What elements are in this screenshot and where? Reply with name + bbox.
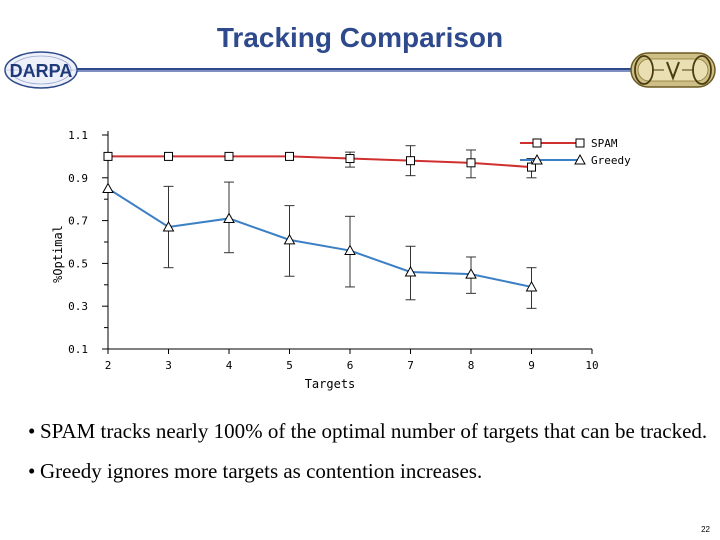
y-tick-label: 0.5 bbox=[68, 257, 88, 270]
series-line-greedy bbox=[107, 187, 532, 288]
data-point-square bbox=[532, 138, 542, 148]
page-number: 22 bbox=[701, 525, 710, 534]
series-line-spam bbox=[108, 155, 532, 169]
y-tick-label: 0.7 bbox=[68, 215, 88, 228]
bullet-item: • Greedy ignores more targets as content… bbox=[28, 458, 708, 484]
bullet-marker: • bbox=[28, 419, 36, 443]
title-rule bbox=[70, 68, 638, 72]
data-point-square bbox=[224, 151, 234, 161]
legend-label: SPAM bbox=[591, 137, 618, 150]
data-point-triangle bbox=[283, 233, 296, 245]
data-point-triangle bbox=[102, 182, 114, 193]
tracking-chart: 1.1 0.9 0.7 0.5 0.3 0.1 2 3 4 5 6 7 8 9 10 Targets %Opti… bbox=[51, 129, 631, 391]
data-point-square bbox=[527, 162, 536, 172]
data-point-triangle bbox=[404, 265, 417, 277]
bullet-marker: • bbox=[28, 458, 36, 483]
bullet-item: • SPAM tracks nearly 100% of the optimal… bbox=[28, 419, 708, 444]
slide-title: Tracking Comparison bbox=[216, 22, 504, 53]
bullet-text: SPAM tracks nearly 100% of the optimal n… bbox=[40, 419, 708, 443]
x-tick-label: 2 bbox=[105, 359, 112, 372]
y-tick-label: 1.1 bbox=[68, 129, 88, 142]
chart-legend: SPAM Greedy bbox=[520, 137, 631, 167]
data-point-triangle bbox=[525, 280, 538, 292]
data-point-triangle bbox=[344, 244, 356, 256]
data-point-square bbox=[285, 151, 294, 161]
data-point-triangle bbox=[223, 212, 235, 223]
x-tick-label: 8 bbox=[468, 359, 475, 372]
x-tick-label: 7 bbox=[407, 359, 414, 372]
bullet-text: Greedy ignores more targets as contentio… bbox=[40, 458, 483, 483]
data-point-square bbox=[164, 151, 173, 161]
chart-axes: 1.1 0.9 0.7 0.5 0.3 0.1 2 3 4 5 6 7 8 9 10 Targets %Opti… bbox=[51, 129, 599, 391]
x-tick-label: 4 bbox=[226, 359, 233, 372]
data-point-square bbox=[466, 158, 476, 168]
y-tick-label: 0.1 bbox=[68, 343, 88, 356]
data-point-triangle bbox=[162, 220, 175, 232]
x-tick-label: 3 bbox=[165, 359, 172, 372]
data-point-triangle bbox=[574, 153, 586, 165]
x-tick-label: 10 bbox=[585, 359, 598, 372]
chart-series bbox=[102, 145, 538, 309]
data-point-square bbox=[575, 138, 585, 148]
y-tick-label: 0.9 bbox=[68, 172, 88, 185]
program-seal-logo bbox=[630, 52, 716, 88]
data-point-square bbox=[103, 151, 113, 161]
bullet-list: • SPAM tracks nearly 100% of the optimal… bbox=[28, 419, 708, 499]
x-axis-label: Targets bbox=[305, 377, 356, 391]
x-tick-label: 9 bbox=[528, 359, 535, 372]
darpa-logo-text: DARPA bbox=[10, 61, 73, 81]
data-point-triangle bbox=[531, 153, 543, 165]
y-axis-label: %Optimal bbox=[51, 225, 65, 283]
darpa-logo: DARPA bbox=[4, 51, 78, 89]
data-point-square bbox=[345, 154, 355, 164]
x-tick-label: 5 bbox=[286, 359, 293, 372]
x-tick-label: 6 bbox=[347, 359, 354, 372]
y-tick-label: 0.3 bbox=[68, 300, 88, 313]
data-point-triangle bbox=[465, 268, 477, 279]
legend-label: Greedy bbox=[591, 154, 631, 167]
data-point-square bbox=[406, 156, 415, 166]
